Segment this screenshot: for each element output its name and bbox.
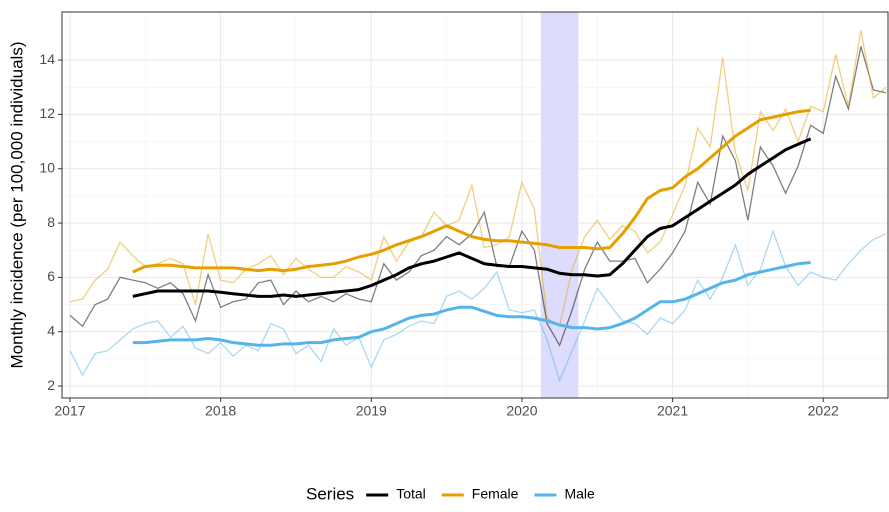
shaded-period xyxy=(540,12,579,398)
raw-line xyxy=(69,229,887,383)
x-tick-label: 2017 xyxy=(54,403,85,419)
y-tick-label: 6 xyxy=(47,268,55,284)
smoothed-line xyxy=(132,108,811,274)
raw-line xyxy=(69,46,887,347)
y-tick-label: 14 xyxy=(39,51,55,67)
x-tick-label: 2019 xyxy=(356,403,387,419)
smoothed-line xyxy=(132,137,812,298)
x-tick-label: 2020 xyxy=(506,403,537,419)
legend-label: Total xyxy=(396,486,426,502)
smoothed-line xyxy=(132,261,811,347)
legend-label: Male xyxy=(564,486,595,502)
raw-line xyxy=(69,30,887,328)
y-axis-label: Monthly incidence (per 100,000 individua… xyxy=(7,42,26,369)
y-tick-label: 8 xyxy=(47,214,55,230)
x-tick-label: 2018 xyxy=(205,403,236,419)
x-tick-label: 2021 xyxy=(657,403,688,419)
legend-title: Series xyxy=(306,484,354,503)
y-tick-label: 2 xyxy=(47,377,55,393)
y-tick-label: 10 xyxy=(39,159,55,175)
panel-border xyxy=(61,11,889,399)
legend-label: Female xyxy=(472,486,519,502)
y-tick-label: 12 xyxy=(39,105,55,121)
x-tick-label: 2022 xyxy=(808,403,839,419)
y-tick-label: 4 xyxy=(47,322,55,338)
